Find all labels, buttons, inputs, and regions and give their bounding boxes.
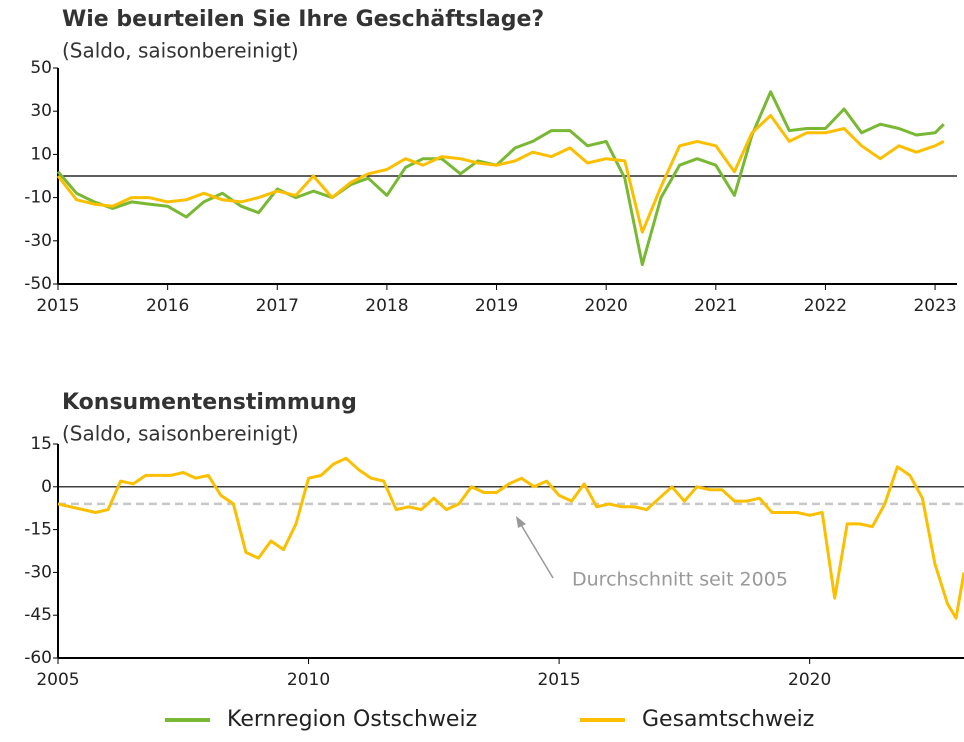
y-tick-label: -30	[24, 231, 52, 251]
y-tick-label: -50	[24, 274, 52, 294]
x-tick-label: 2017	[256, 296, 299, 316]
x-tick-label: 2020	[585, 296, 628, 316]
chart-subtitle: (Saldo, saisonbereinigt)	[62, 422, 299, 446]
y-tick-label: -10	[24, 188, 52, 208]
y-tick-label: 10	[30, 144, 52, 164]
x-tick-label: 2022	[804, 296, 847, 316]
x-tick-label: 2021	[694, 296, 737, 316]
x-tick-label: 2010	[287, 670, 330, 690]
legend-label: Kernregion Ostschweiz	[227, 707, 477, 732]
chart-title: Konsumentenstimmung	[62, 390, 357, 415]
annotation: Durchschnitt seit 2005	[572, 569, 788, 591]
x-tick-label: 2005	[36, 670, 79, 690]
y-tick-label: 15	[30, 434, 52, 454]
x-tick-label: 2020	[788, 670, 831, 690]
annotation-arrowhead	[516, 516, 526, 528]
y-tick-label: -30	[24, 562, 52, 582]
x-tick-label: 2016	[146, 296, 189, 316]
y-tick-label: -45	[24, 605, 52, 625]
y-tick-label: 30	[30, 101, 52, 121]
legend-label: Gesamtschweiz	[642, 707, 814, 732]
annotation-arrow	[519, 522, 554, 579]
y-tick-label: 0	[41, 477, 52, 497]
series-line	[56, 114, 945, 234]
y-tick-label: -60	[24, 648, 52, 668]
x-tick-label: 2015	[36, 296, 79, 316]
y-tick-label: 50	[30, 58, 52, 78]
x-tick-label: 2023	[913, 296, 956, 316]
series-line	[56, 90, 945, 267]
x-tick-label: 2019	[475, 296, 518, 316]
chart-subtitle: (Saldo, saisonbereinigt)	[62, 39, 299, 63]
x-tick-label: 2015	[537, 670, 580, 690]
chart-title: Wie beurteilen Sie Ihre Geschäftslage?	[62, 7, 544, 32]
y-tick-label: -15	[24, 520, 52, 540]
x-tick-label: 2018	[365, 296, 408, 316]
series-line	[57, 456, 964, 620]
